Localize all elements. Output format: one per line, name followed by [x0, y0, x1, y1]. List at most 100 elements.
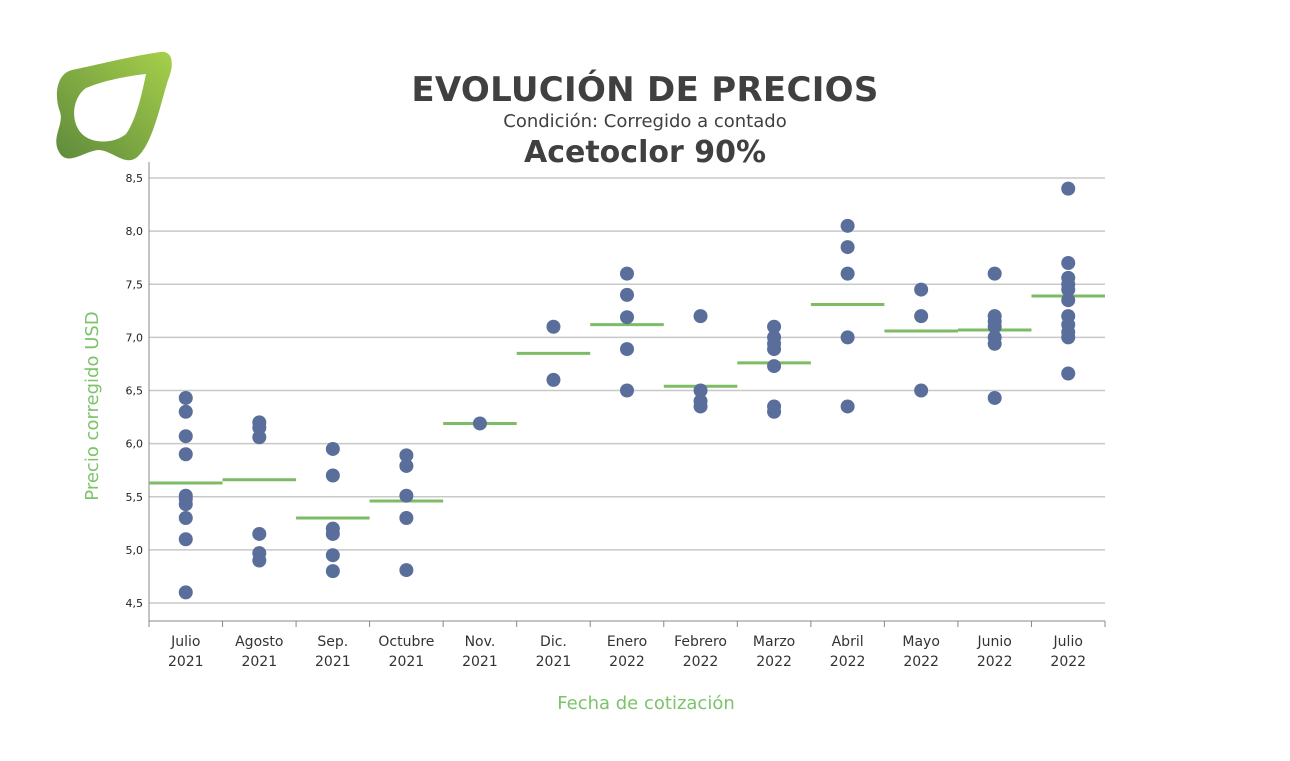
x-tick-label-year: 2022 — [683, 654, 719, 670]
x-tick-label-month: Julio — [1053, 634, 1083, 650]
data-point — [767, 359, 782, 374]
y-tick-label: 5,0 — [126, 544, 144, 557]
data-point — [325, 468, 340, 483]
y-tick-label: 4,5 — [126, 597, 144, 610]
x-tick-label-year: 2022 — [1050, 654, 1086, 670]
x-tick-label-year: 2022 — [977, 654, 1013, 670]
data-point — [620, 342, 634, 357]
data-point — [987, 390, 1002, 405]
data-point — [325, 441, 340, 456]
data-point — [987, 336, 1002, 351]
x-tick-label-month: Julio — [170, 634, 200, 650]
data-point — [1061, 181, 1076, 196]
data-point — [620, 383, 634, 398]
x-tick-label-month: Dic. — [540, 634, 567, 650]
x-tick-label-year: 2021 — [536, 654, 572, 670]
data-point — [767, 404, 782, 419]
data-point — [1061, 293, 1076, 308]
axes — [148, 162, 1106, 627]
chart-title: EVOLUCIÓN DE PRECIOS — [411, 70, 879, 110]
x-tick-label-year: 2021 — [462, 654, 498, 670]
y-tick-label: 8,5 — [126, 172, 144, 185]
data-point — [252, 553, 267, 568]
y-tick-label: 7,0 — [126, 331, 144, 344]
data-point — [178, 429, 193, 444]
data-point — [914, 383, 929, 398]
company-logo — [56, 51, 172, 161]
y-tick-label: 6,5 — [126, 385, 144, 398]
data-point — [693, 309, 708, 324]
data-point — [178, 497, 193, 512]
chart-subtitle: Condición: Corregido a contado — [503, 111, 787, 132]
y-axis-title: Precio corregido USD — [82, 311, 103, 500]
x-tick-label-month: Abril — [832, 634, 864, 650]
x-tick-label-month: Marzo — [753, 634, 795, 650]
x-tick-label-month: Nov. — [465, 634, 496, 650]
data-point — [693, 399, 708, 414]
data-point — [178, 532, 193, 547]
data-point — [840, 218, 855, 233]
data-point — [620, 266, 634, 281]
data-point — [840, 399, 855, 414]
data-point — [693, 383, 708, 398]
x-tick-label-month: Sep. — [317, 634, 348, 650]
x-tick-label-month: Mayo — [902, 634, 940, 650]
data-point — [252, 430, 267, 445]
axis-labels: 4,5 5,0 5,5 6,0 6,5 7,0 7,5 8,0 8,5 Julio 2021 Agos… — [126, 172, 1087, 670]
data-point — [399, 563, 414, 578]
data-point — [620, 287, 634, 302]
data-point — [620, 310, 634, 325]
x-axis-title: Fecha de cotización — [557, 693, 735, 714]
x-tick-label-year: 2022 — [830, 654, 866, 670]
y-tick-label: 7,5 — [126, 278, 144, 291]
data-point — [178, 390, 193, 405]
data-point — [1061, 256, 1076, 270]
data-point — [399, 488, 414, 503]
data-point — [987, 319, 1002, 334]
data-point — [252, 420, 267, 435]
data-point — [1061, 282, 1076, 297]
data-point — [178, 511, 193, 525]
y-tick-label: 8,0 — [126, 225, 144, 238]
data-point — [178, 447, 193, 462]
x-tick-label-month: Enero — [607, 634, 647, 650]
data-point — [914, 282, 929, 297]
x-tick-label-month: Junio — [977, 634, 1012, 650]
data-point — [546, 372, 561, 387]
data-point — [1061, 366, 1076, 381]
data-point — [987, 266, 1002, 281]
x-tick-label-year: 2021 — [389, 654, 425, 670]
data-point — [325, 564, 340, 579]
data-point — [767, 342, 782, 357]
x-tick-label-month: Octubre — [378, 634, 434, 650]
x-tick-label-year: 2022 — [756, 654, 792, 670]
x-tick-label-year: 2022 — [609, 654, 645, 670]
data-point — [840, 240, 855, 255]
data-point — [840, 266, 855, 281]
data-point — [252, 526, 267, 541]
x-tick-label-year: 2021 — [241, 654, 277, 670]
data-point — [399, 458, 414, 473]
data-point — [325, 526, 340, 541]
product-name: Acetoclor 90% — [523, 135, 767, 170]
data-point — [914, 309, 929, 324]
data-point — [178, 585, 193, 600]
data-points — [178, 181, 1076, 600]
x-tick-label-month: Febrero — [674, 634, 727, 650]
x-tick-label-year: 2021 — [315, 654, 351, 670]
data-point — [472, 416, 487, 431]
x-tick-label-year: 2021 — [168, 654, 204, 670]
logo-shape — [56, 51, 172, 161]
data-point — [178, 404, 193, 419]
data-point — [399, 448, 414, 463]
x-tick-label-year: 2022 — [903, 654, 939, 670]
data-point — [840, 330, 855, 345]
data-point — [546, 319, 561, 334]
data-point — [325, 548, 340, 563]
y-tick-label: 6,0 — [126, 438, 144, 451]
average-lines — [149, 294, 1105, 520]
data-point — [767, 319, 782, 334]
data-point — [1061, 330, 1076, 345]
data-point — [399, 511, 414, 525]
